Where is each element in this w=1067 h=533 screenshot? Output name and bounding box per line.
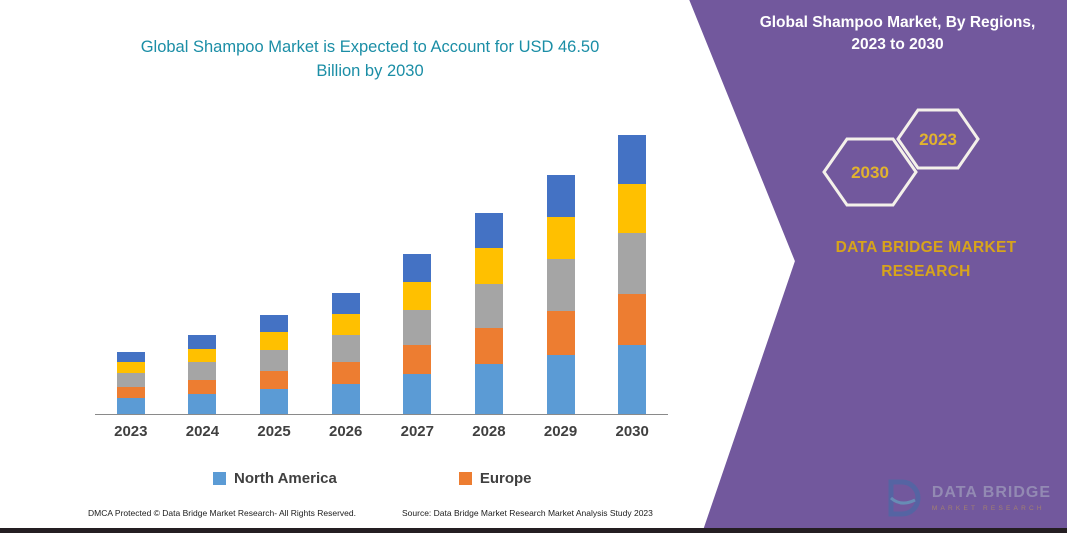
bar-segment [474, 327, 503, 365]
bar-segment [331, 384, 360, 414]
stacked-bar-2030 [618, 135, 647, 414]
x-axis-label-2029: 2029 [543, 423, 578, 440]
stacked-bar-2027 [403, 253, 432, 414]
hexagon-2023 [896, 108, 980, 170]
plot-area: 2023 2024 2025 2026 2027 2028 2029 2030 [95, 118, 668, 440]
bar-segment [618, 184, 647, 234]
hexagon-year-2030: 2030 [851, 163, 889, 182]
logo-d-shape [888, 479, 921, 517]
bar-segment [618, 233, 647, 294]
brand-name-line2: RESEARCH [881, 263, 971, 281]
bar-segment [331, 313, 360, 336]
stacked-bar-2028 [474, 213, 503, 414]
bar-segment [260, 389, 289, 414]
panel-title-line1: Global Shampoo Market, By Regions, [759, 14, 1036, 31]
bar-segment [188, 394, 217, 414]
bar-column-2026 [310, 292, 382, 414]
stacked-bar-2029 [546, 175, 575, 414]
bar-segment [188, 348, 217, 363]
x-axis-label-2025: 2025 [257, 423, 291, 440]
bar-segment [403, 345, 432, 375]
chart-title: Global Shampoo Market is Expected to Acc… [110, 36, 630, 84]
chart-title-line1: Global Shampoo Market is Expected to Acc… [140, 38, 600, 56]
bar-segment [116, 373, 145, 388]
bar-segment [618, 294, 647, 345]
x-axis-label-2027: 2027 [400, 423, 434, 440]
panel-title: Global Shampoo Market, By Regions, 2023 … [735, 12, 1060, 57]
x-axis-label-2030: 2030 [615, 423, 649, 440]
hexagon-2030 [822, 137, 918, 207]
brand-name: DATA BRIDGE MARKET RESEARCH [792, 236, 1060, 284]
watermark-tagline: MARKET RESEARCH [931, 504, 1045, 512]
bar-segment [618, 345, 647, 414]
bar-column-2028 [453, 213, 525, 414]
legend-swatch [213, 472, 226, 485]
bar-segment [331, 335, 360, 362]
bars-row [95, 118, 668, 415]
bar-column-2025 [238, 315, 310, 414]
bar-segment [116, 398, 145, 414]
bar-column-2023 [95, 351, 167, 414]
bar-column-2027 [382, 253, 454, 414]
legend-item-europe: Europe [458, 470, 532, 487]
bar-segment [474, 364, 503, 414]
bar-segment [474, 283, 503, 328]
bar-segment [474, 248, 503, 284]
bar-segment [546, 311, 575, 356]
bar-segment [546, 355, 575, 414]
logo-swoosh [889, 496, 916, 505]
hexagon-year-2023: 2023 [919, 130, 957, 149]
bar-segment [546, 217, 575, 260]
brand-name-line1: DATA BRIDGE MARKET [835, 239, 1017, 256]
bar-segment [260, 349, 289, 372]
x-axis-labels: 2023 2024 2025 2026 2027 2028 2029 2030 [95, 423, 668, 440]
stacked-bar-2025 [260, 315, 289, 414]
bar-segment [403, 310, 432, 346]
bar-segment [116, 387, 145, 399]
footer-copyright: DMCA Protected © Data Bridge Market Rese… [88, 508, 356, 518]
bar-segment [116, 362, 145, 374]
bar-segment [618, 135, 647, 185]
legend-swatch [458, 472, 472, 485]
x-axis-label-2024: 2024 [185, 423, 220, 440]
x-axis-label-2023: 2023 [114, 423, 148, 440]
bar-segment [188, 362, 217, 380]
stacked-bar-2026 [331, 292, 360, 414]
bar-segment [546, 259, 575, 312]
bar-segment [546, 175, 575, 218]
stacked-bar-2024 [188, 334, 217, 414]
bar-segment [260, 332, 289, 350]
legend-item-north-america: North America [213, 470, 337, 487]
legend: North America Europe [95, 470, 668, 487]
bar-segment [188, 379, 217, 395]
bar-segment [260, 371, 289, 390]
legend-label: Europe [479, 470, 532, 487]
legend-label: North America [234, 470, 337, 487]
bar-column-2029 [525, 175, 597, 414]
year-hexagons: 2030 2023 [822, 108, 980, 207]
panel-title-line2: 2023 to 2030 [851, 36, 944, 54]
footer-source: Source: Data Bridge Market Research Mark… [402, 508, 653, 518]
watermark-logo: DATA BRIDGE MARKET RESEARCH [882, 477, 1051, 519]
bar-segment [403, 374, 432, 414]
bar-column-2030 [596, 135, 668, 414]
dbmr-logo-icon [888, 479, 921, 517]
bar-segment [331, 361, 360, 384]
chart-title-line2: Billion by 2030 [316, 61, 424, 80]
bar-segment [188, 334, 217, 349]
watermark-name: DATA BRIDGE [931, 484, 1051, 502]
bar-segment [260, 315, 289, 333]
x-axis-label-2026: 2026 [329, 423, 363, 440]
bar-column-2024 [167, 334, 239, 414]
bar-segment [403, 253, 432, 283]
x-axis-label-2028: 2028 [472, 423, 506, 440]
bar-segment [403, 282, 432, 311]
bottom-accent-strip [0, 528, 1067, 533]
bar-segment [474, 213, 503, 249]
bar-segment [116, 351, 145, 363]
stacked-bar-2023 [116, 351, 145, 414]
bar-segment [331, 292, 360, 314]
